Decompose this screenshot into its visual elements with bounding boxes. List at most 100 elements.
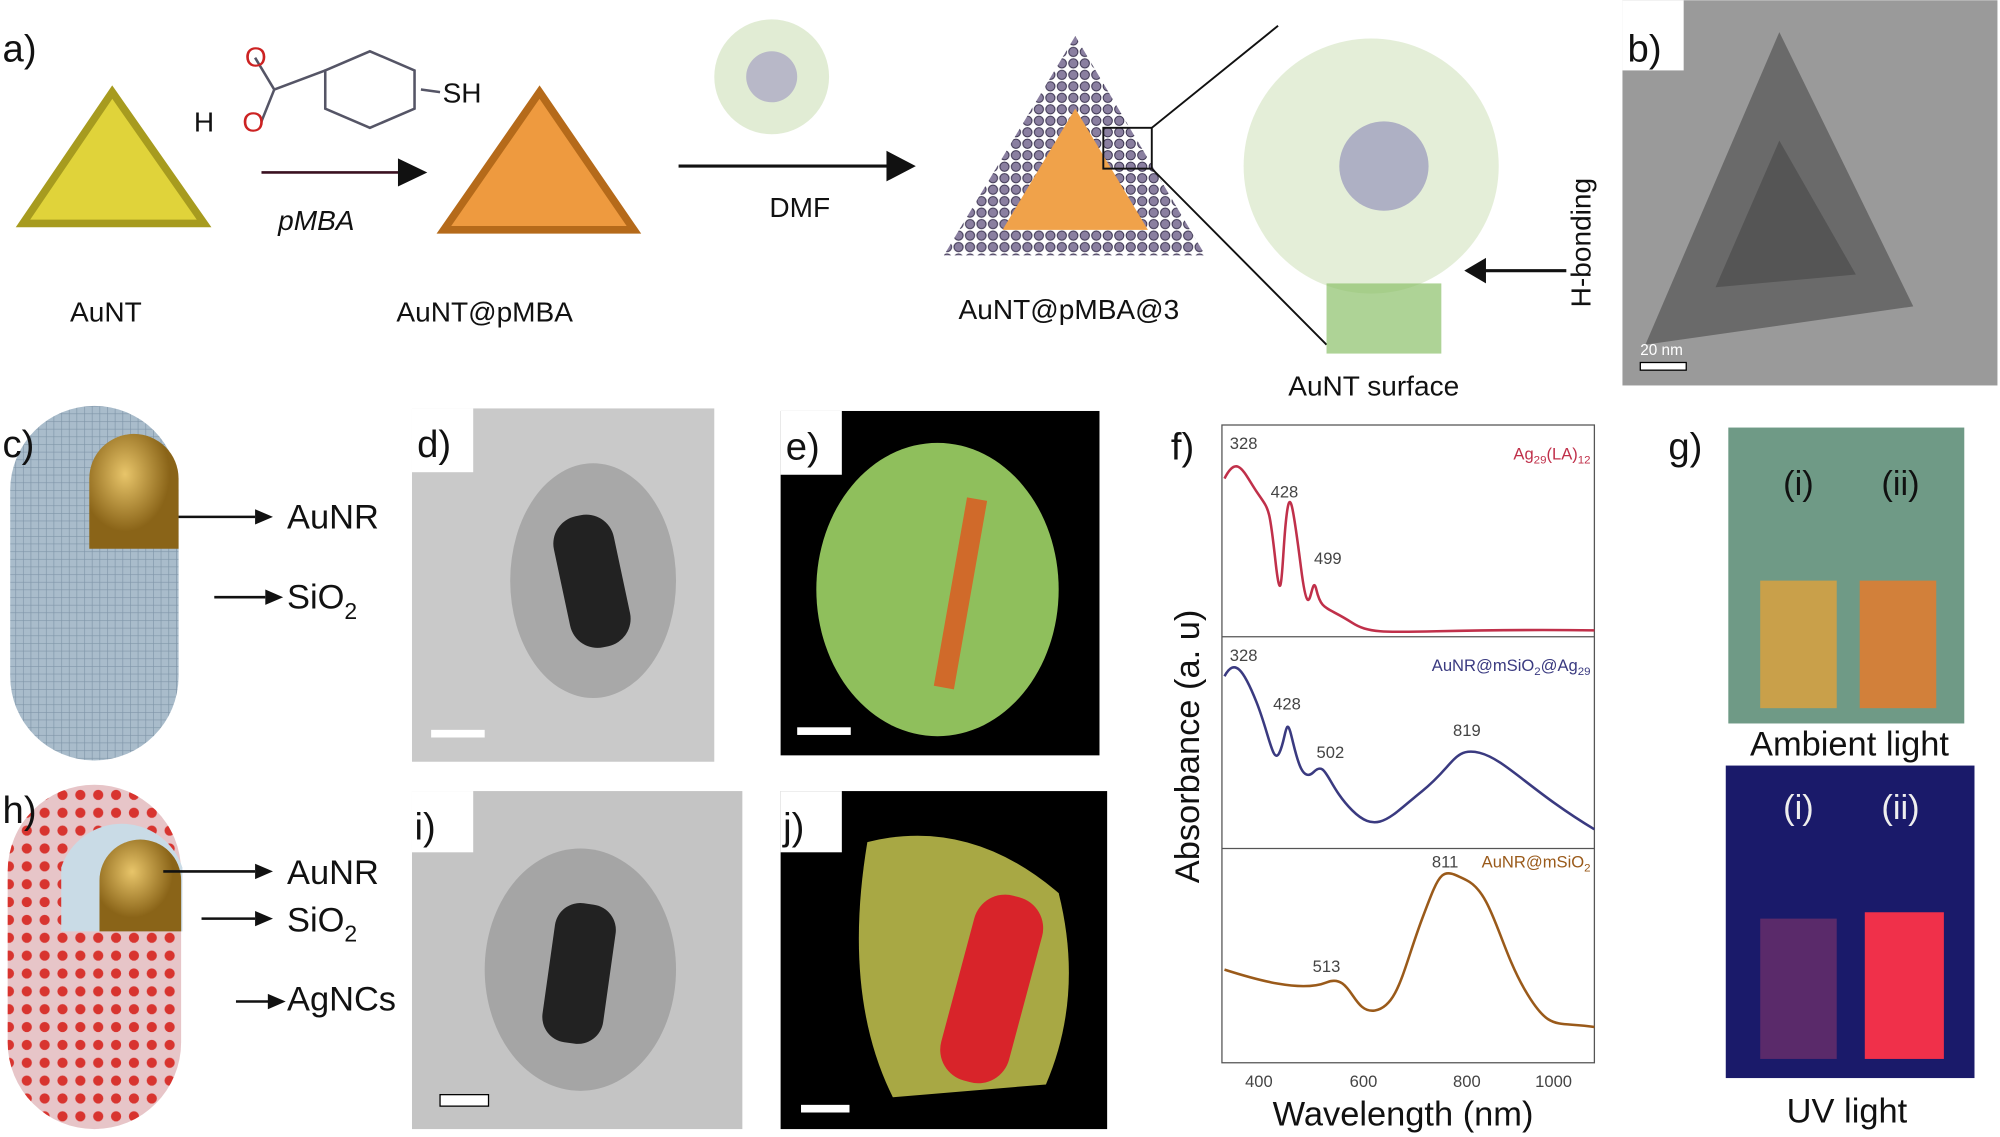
- scale-bar: [801, 1104, 850, 1113]
- panel-e: e): [780, 410, 1100, 756]
- peak-label: 328: [1230, 646, 1258, 665]
- panel-c: c) AuNR SiO2: [3, 405, 379, 761]
- panel-i: i): [411, 791, 743, 1130]
- peak-label: 428: [1273, 694, 1301, 713]
- subscript: 29: [1578, 666, 1591, 678]
- zoom-box: [1102, 126, 1153, 170]
- series-name: AuNR@mSiO2@Ag29: [1432, 656, 1591, 678]
- peak-label: 502: [1317, 743, 1345, 762]
- panel-label: j): [782, 806, 804, 849]
- peak-label: 428: [1271, 483, 1299, 502]
- scale-bar: [1639, 361, 1687, 371]
- subscript: 29: [1534, 454, 1547, 466]
- gold-rod: [89, 433, 179, 549]
- shell-base: SiO: [287, 901, 344, 939]
- shell-sub: 2: [344, 921, 357, 947]
- subscript: 12: [1578, 454, 1591, 466]
- caption: UV light: [1787, 1093, 1908, 1131]
- rod: [553, 514, 631, 648]
- gold-rod: [99, 839, 182, 932]
- peak-label: 499: [1314, 549, 1342, 568]
- series-name: Ag29(LA)12: [1513, 444, 1590, 466]
- name-part: Ag: [1513, 444, 1533, 463]
- name-part: @Ag: [1541, 656, 1578, 675]
- node-label: AuNT@pMBA@3: [959, 294, 1180, 325]
- vial-label: (i): [1783, 789, 1814, 827]
- panel-label: a): [3, 27, 37, 70]
- arrowhead: [886, 150, 916, 182]
- rod: [940, 894, 1044, 1084]
- node-label: AuNT: [70, 297, 142, 328]
- spectrum: [1223, 666, 1596, 831]
- zoom-line: [1151, 25, 1328, 346]
- cluster-zoom: [1243, 38, 1499, 354]
- panel-g: g) (i) (ii) Ambient light (i) (ii) UV li…: [1668, 425, 1975, 1131]
- panel-label: d): [417, 423, 451, 466]
- arrowhead: [265, 589, 284, 605]
- name-part: AuNR@mSiO: [1432, 656, 1535, 675]
- series-name: AuNR@mSiO2: [1482, 853, 1591, 875]
- scale-bar: [797, 727, 851, 735]
- plot-frame: [1221, 424, 1596, 1064]
- gold-triangle-coated: [436, 85, 642, 234]
- arrowhead: [255, 863, 273, 880]
- vial: [1859, 580, 1937, 709]
- panel-j: j): [780, 791, 1108, 1130]
- panel-f: f) Ag29(LA)12 AuNR@mSiO2@Ag29 AuNR@mSiO2…: [1169, 424, 1596, 1133]
- panel-label: c): [3, 423, 35, 466]
- core-label: AuNR: [287, 498, 379, 536]
- shell-sub: 2: [344, 598, 357, 624]
- name-part: (LA): [1546, 444, 1577, 463]
- core-triangle: [1002, 108, 1148, 230]
- reagent: pMBA: [277, 205, 354, 236]
- rod: [542, 903, 616, 1044]
- cluster: [714, 19, 830, 135]
- label-bg: [1622, 0, 1684, 71]
- panel-a: a) O H O SH pMBA AuNT AuNT@pMBA DMF AuNT…: [3, 19, 1597, 402]
- arrowhead: [1464, 257, 1486, 284]
- interaction: H-bonding: [1566, 178, 1597, 307]
- shell: [816, 442, 1059, 737]
- surface-label: AuNT surface: [1288, 371, 1459, 402]
- panel-label: f): [1171, 425, 1194, 468]
- label-bg: [780, 791, 842, 853]
- panel-label: e): [786, 425, 820, 468]
- molecule: [254, 49, 441, 130]
- atom: O: [242, 107, 264, 138]
- panel-h: h) AuNR SiO2 AgNCs: [3, 784, 396, 1130]
- vial-label: (i): [1783, 465, 1814, 503]
- panel-divider: [1221, 636, 1595, 850]
- rod: [933, 497, 988, 690]
- y-axis-label: Absorbance (a. u): [1169, 610, 1207, 884]
- x-axis-label: Wavelength (nm): [1273, 1095, 1534, 1133]
- panel-label: i): [415, 806, 436, 849]
- label-bg: [780, 410, 842, 475]
- arrowhead: [255, 910, 273, 927]
- peak-label: 819: [1453, 721, 1481, 740]
- peak-label: 811: [1432, 853, 1458, 872]
- outer-label: AgNCs: [287, 980, 396, 1018]
- caption: Ambient light: [1750, 725, 1949, 763]
- vial: [1864, 912, 1944, 1059]
- panel-d: d): [411, 408, 715, 762]
- node-label: AuNT@pMBA: [396, 297, 573, 328]
- x-tick-label: 1000: [1535, 1072, 1572, 1091]
- shell-base: SiO: [287, 579, 344, 617]
- spectrum: [1224, 872, 1595, 1029]
- shell-label: SiO2: [287, 901, 357, 946]
- spectrum: [1223, 465, 1595, 634]
- atom: H: [194, 107, 214, 138]
- atom: O: [245, 42, 267, 73]
- vial-label: (ii): [1881, 465, 1919, 503]
- scale-bar: [431, 729, 485, 738]
- label-bg: [411, 791, 474, 853]
- panel-label: g): [1668, 425, 1702, 468]
- vial-label: (ii): [1881, 789, 1919, 827]
- panel-label: h): [3, 789, 37, 832]
- core-label: AuNR: [287, 854, 379, 892]
- shell-label: SiO2: [287, 579, 357, 624]
- arrowhead: [267, 993, 286, 1010]
- name-part: AuNR@mSiO: [1482, 853, 1585, 872]
- peak-label: 513: [1313, 957, 1341, 976]
- panel-b: b) 20 nm: [1622, 0, 1998, 386]
